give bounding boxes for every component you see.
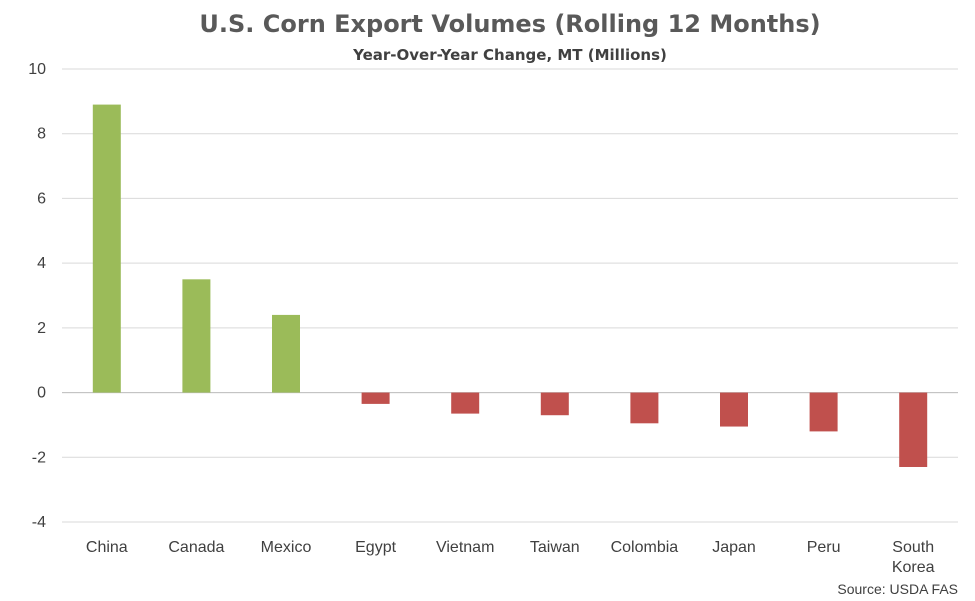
y-tick-label: 6	[37, 190, 46, 207]
y-axis-labels: -4 -2 0 2 4 6 8 10	[28, 61, 46, 531]
y-tick-label: 2	[37, 320, 46, 337]
bar-egypt	[361, 392, 390, 404]
x-axis-labels: China Canada Mexico Egypt Vietnam Taiwan Colom…	[86, 539, 935, 576]
bar-peru	[809, 392, 838, 432]
bars	[92, 104, 928, 467]
bar-vietnam	[451, 392, 480, 414]
x-category-label: China	[86, 539, 128, 556]
bar-taiwan	[540, 392, 569, 416]
bar-colombia	[630, 392, 659, 424]
x-category-label: Colombia	[611, 539, 679, 556]
bar-south-korea	[899, 392, 928, 467]
bar-mexico	[272, 314, 300, 393]
x-category-label: Egypt	[355, 539, 396, 556]
x-category-label: Vietnam	[436, 539, 494, 556]
x-category-label: Japan	[712, 539, 756, 556]
y-tick-label: 10	[28, 61, 46, 78]
x-category-label: Taiwan	[530, 539, 580, 556]
bar-japan	[720, 392, 748, 427]
x-category-label: Mexico	[261, 539, 312, 556]
gridlines	[62, 68, 958, 523]
bar-canada	[182, 279, 211, 393]
source-note: Source: USDA FAS	[837, 581, 958, 597]
x-category-label: South Korea	[892, 539, 935, 576]
y-tick-label: 8	[37, 126, 46, 143]
y-tick-label: 0	[37, 385, 46, 402]
y-tick-label: -2	[32, 449, 46, 466]
chart-title: U.S. Corn Export Volumes (Rolling 12 Mon…	[199, 10, 820, 38]
x-category-label: Peru	[807, 539, 841, 556]
x-category-label: Canada	[168, 539, 224, 556]
y-tick-label: 4	[37, 255, 46, 272]
bar-china	[92, 104, 121, 393]
chart-subtitle: Year-Over-Year Change, MT (Millions)	[352, 46, 667, 64]
y-tick-label: -4	[32, 514, 46, 531]
